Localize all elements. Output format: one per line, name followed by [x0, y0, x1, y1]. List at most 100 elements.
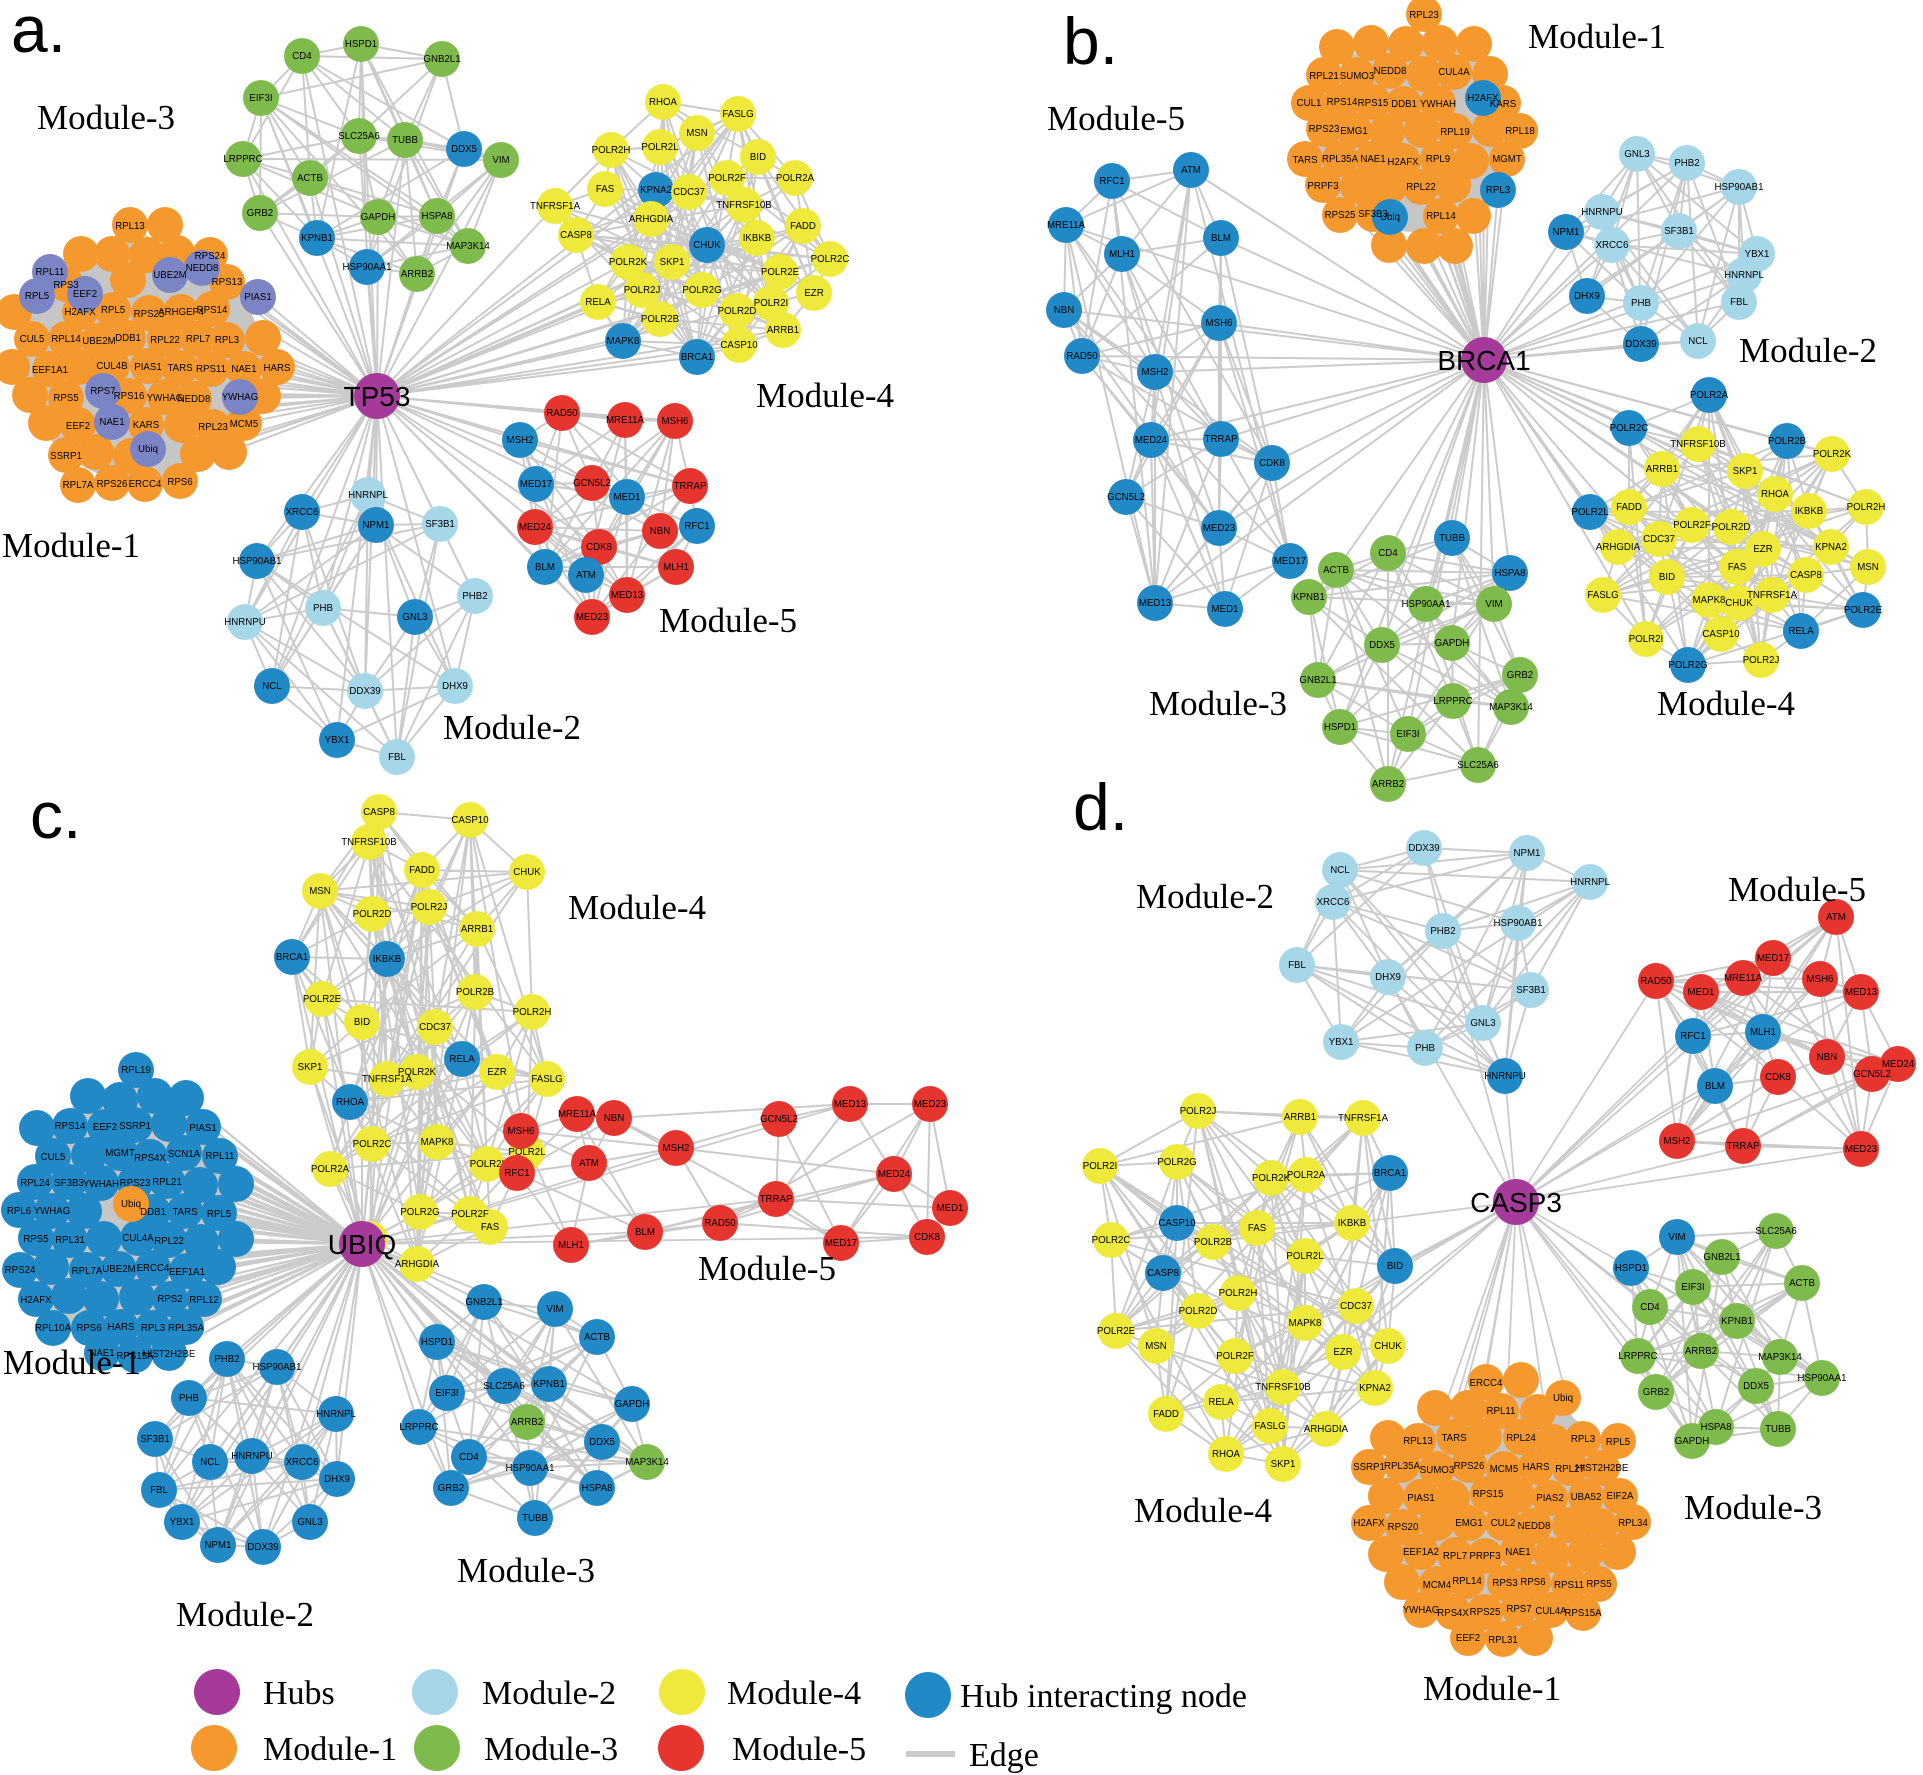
svg-text:HIST2H2BE: HIST2H2BE: [143, 1349, 196, 1360]
svg-text:MED17: MED17: [1757, 953, 1789, 964]
svg-text:POLR2I: POLR2I: [754, 298, 788, 309]
svg-text:TNFRSF10B: TNFRSF10B: [1255, 1382, 1310, 1393]
svg-text:RPL5: RPL5: [101, 305, 125, 316]
svg-text:TARS: TARS: [1292, 155, 1318, 166]
svg-text:RPS6: RPS6: [167, 477, 192, 488]
svg-text:CDK8: CDK8: [914, 1232, 940, 1243]
svg-text:ACTB: ACTB: [1789, 1278, 1815, 1289]
svg-text:HNRNPU: HNRNPU: [231, 1451, 272, 1462]
svg-text:SSRP1: SSRP1: [50, 451, 82, 462]
svg-text:POLR2I: POLR2I: [1629, 634, 1663, 645]
svg-text:POLR2C: POLR2C: [353, 1139, 392, 1150]
svg-text:RPL5: RPL5: [1606, 1437, 1630, 1448]
svg-text:ARRB1: ARRB1: [767, 325, 799, 336]
svg-text:ARRB2: ARRB2: [511, 1417, 543, 1428]
svg-text:ATM: ATM: [579, 1158, 599, 1169]
svg-text:RPS2: RPS2: [157, 1294, 182, 1305]
svg-text:POLR2J: POLR2J: [411, 902, 448, 913]
svg-text:EEF1A1: EEF1A1: [169, 1267, 205, 1278]
svg-text:MED1: MED1: [1688, 987, 1715, 998]
svg-text:PIAS1: PIAS1: [189, 1123, 216, 1134]
svg-text:GRB2: GRB2: [438, 1483, 464, 1494]
svg-text:POLR2A: POLR2A: [1690, 390, 1729, 401]
svg-text:VIM: VIM: [546, 1304, 563, 1315]
svg-text:MSN: MSN: [1145, 1341, 1167, 1352]
svg-text:MCM4: MCM4: [1423, 1580, 1452, 1591]
svg-text:NCL: NCL: [200, 1457, 220, 1468]
svg-text:TNFRSF1A: TNFRSF1A: [1338, 1113, 1389, 1124]
svg-text:RPL12: RPL12: [189, 1295, 219, 1306]
svg-text:FBL: FBL: [150, 1485, 168, 1496]
svg-text:POLR2E: POLR2E: [1097, 1326, 1136, 1337]
svg-text:MSH2: MSH2: [1664, 1136, 1691, 1147]
svg-text:Hubs: Hubs: [263, 1675, 335, 1712]
svg-text:FAS: FAS: [481, 1222, 500, 1233]
svg-text:SLC25A6: SLC25A6: [1457, 760, 1498, 771]
svg-text:BRCA1: BRCA1: [276, 952, 308, 963]
svg-text:PRPF3: PRPF3: [1307, 181, 1338, 192]
svg-text:MAP3K14: MAP3K14: [1489, 702, 1533, 713]
svg-text:c.: c.: [30, 778, 81, 852]
svg-text:RPL31: RPL31: [55, 1235, 85, 1246]
svg-text:RPL27: RPL27: [1555, 1464, 1585, 1475]
svg-text:SLC25A6: SLC25A6: [338, 131, 379, 142]
svg-text:YWHAH: YWHAH: [83, 1179, 119, 1190]
svg-text:HSP90AA1: HSP90AA1: [505, 1463, 554, 1474]
svg-text:RFC1: RFC1: [1099, 176, 1124, 187]
svg-text:H2AFX: H2AFX: [1467, 93, 1499, 104]
svg-text:SF3B3: SF3B3: [54, 1178, 84, 1189]
svg-text:FADD: FADD: [1616, 502, 1642, 513]
svg-text:DDX39: DDX39: [349, 686, 380, 697]
svg-text:MED13: MED13: [834, 1099, 866, 1110]
svg-text:Module-1: Module-1: [1528, 17, 1666, 56]
svg-text:HNRNPU: HNRNPU: [1581, 207, 1622, 218]
svg-text:YBX1: YBX1: [1745, 249, 1770, 260]
svg-text:DDX5: DDX5: [1369, 640, 1395, 651]
svg-text:PHB2: PHB2: [1430, 926, 1455, 937]
svg-text:MAPK8: MAPK8: [1693, 595, 1726, 606]
svg-text:CUL4A: CUL4A: [1438, 67, 1470, 78]
svg-text:CASP10: CASP10: [1158, 1218, 1196, 1229]
svg-text:CD4: CD4: [1640, 1302, 1660, 1313]
svg-text:GAPDH: GAPDH: [1435, 638, 1469, 649]
svg-text:XRCC6: XRCC6: [1317, 897, 1350, 908]
svg-text:RPL14: RPL14: [1426, 211, 1456, 222]
svg-text:ARRB2: ARRB2: [1685, 1346, 1717, 1357]
svg-text:TUBB: TUBB: [1439, 533, 1465, 544]
svg-text:TUBB: TUBB: [392, 135, 418, 146]
svg-text:YWHAG: YWHAG: [34, 1206, 71, 1217]
svg-text:POLR2F: POLR2F: [1673, 520, 1711, 531]
svg-text:YWHAG: YWHAG: [147, 393, 184, 404]
svg-text:MED24: MED24: [1135, 435, 1168, 446]
svg-text:RPS15A: RPS15A: [116, 1351, 154, 1362]
svg-text:TUBB: TUBB: [522, 1513, 548, 1524]
svg-text:Module-5: Module-5: [698, 1249, 836, 1288]
svg-text:CASP8: CASP8: [560, 230, 592, 241]
svg-text:RPL21: RPL21: [152, 1177, 182, 1188]
svg-text:TNFRSF10B: TNFRSF10B: [1670, 439, 1725, 450]
svg-text:MSH2: MSH2: [1142, 367, 1169, 378]
svg-text:ARRB2: ARRB2: [1372, 779, 1404, 790]
svg-text:VIM: VIM: [1485, 599, 1502, 610]
svg-text:NCL: NCL: [262, 681, 282, 692]
svg-text:RPL35A: RPL35A: [1384, 1461, 1421, 1472]
svg-text:NCL: NCL: [1688, 336, 1708, 347]
svg-text:MGMT: MGMT: [1492, 154, 1522, 165]
svg-text:YWHAG: YWHAG: [1403, 1605, 1440, 1616]
svg-text:CUL4A: CUL4A: [122, 1233, 154, 1244]
svg-text:MAPK8: MAPK8: [421, 1137, 454, 1148]
svg-text:KPNA2: KPNA2: [640, 185, 672, 196]
svg-text:PHB: PHB: [313, 603, 333, 614]
svg-text:CASP10: CASP10: [1702, 629, 1740, 640]
svg-text:Module-3: Module-3: [1684, 1488, 1822, 1527]
svg-text:EIF3I: EIF3I: [249, 93, 272, 104]
svg-text:RPS14: RPS14: [55, 1121, 86, 1132]
svg-text:RPL35A: RPL35A: [168, 1323, 205, 1334]
svg-text:RAD50: RAD50: [1640, 976, 1672, 987]
svg-text:CD4: CD4: [292, 51, 312, 62]
svg-text:Module-2: Module-2: [176, 1595, 314, 1634]
svg-text:RPS15: RPS15: [1358, 98, 1389, 109]
svg-text:RFC1: RFC1: [684, 521, 709, 532]
svg-text:Module-1: Module-1: [3, 1343, 141, 1382]
svg-text:HNRNPL: HNRNPL: [1724, 270, 1764, 281]
